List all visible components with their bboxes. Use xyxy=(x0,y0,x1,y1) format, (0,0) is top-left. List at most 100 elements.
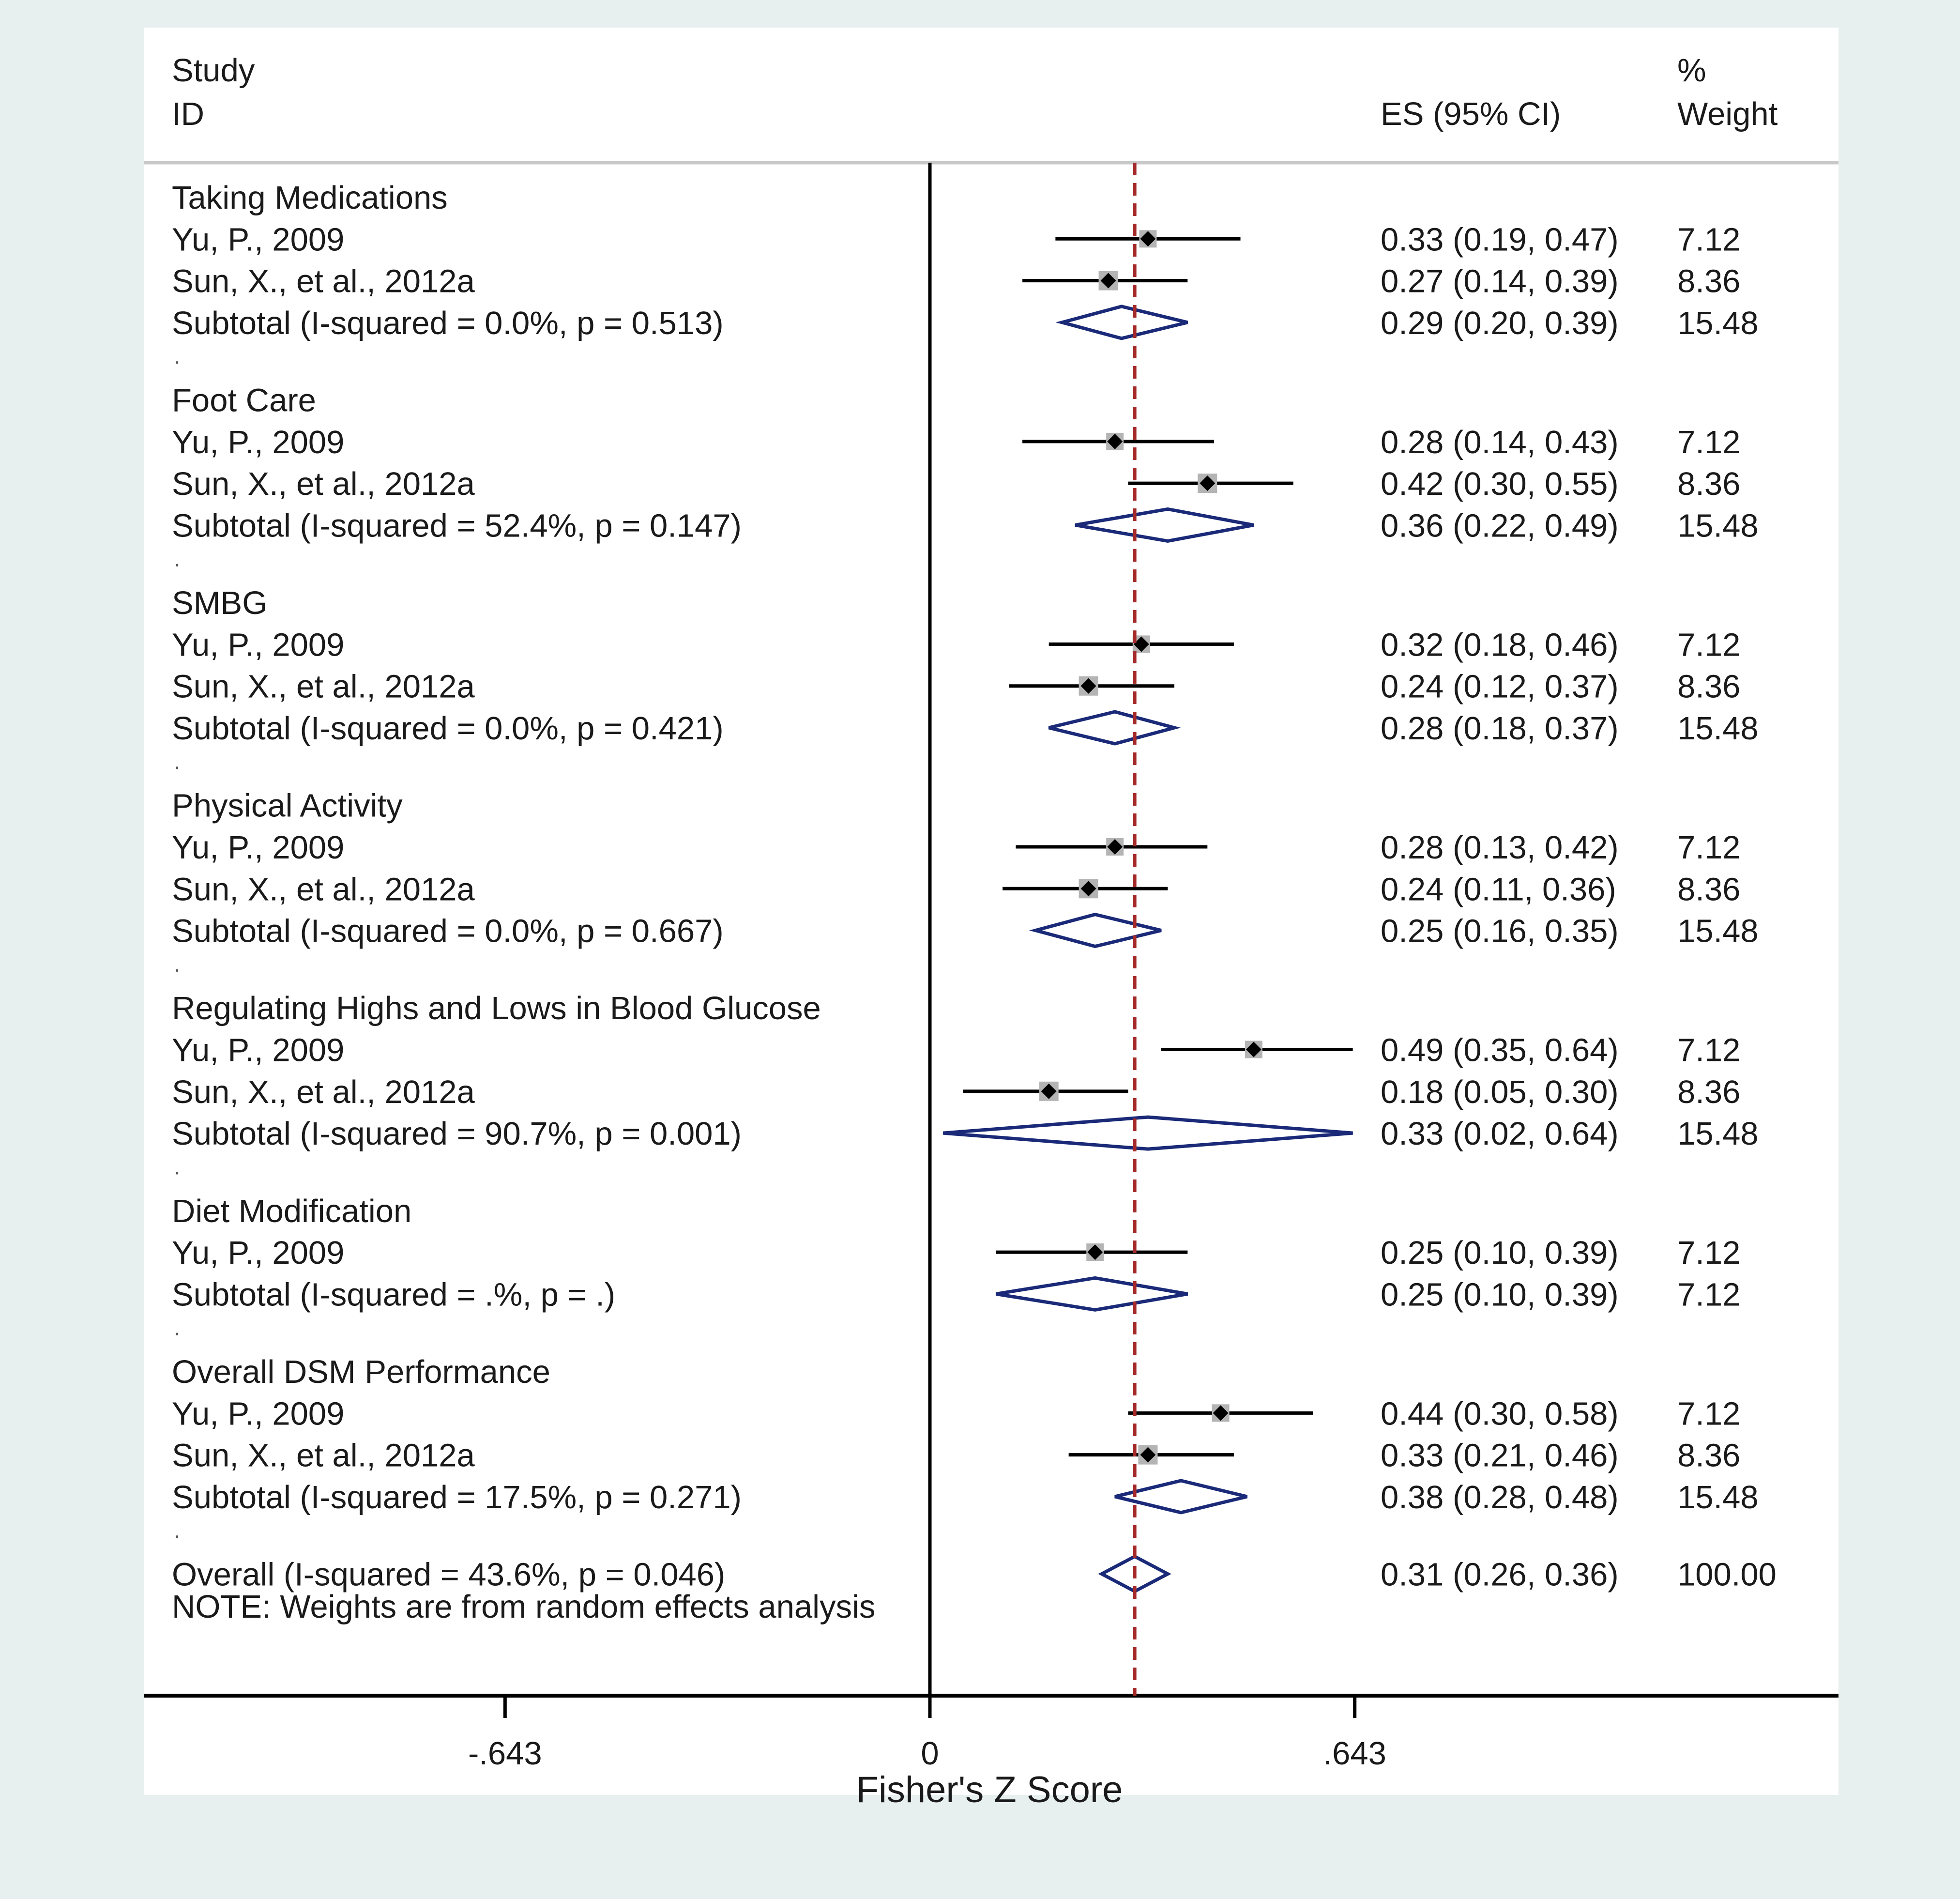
weight-value: 7.12 xyxy=(1677,424,1740,460)
effect-size-ci: 0.32 (0.18, 0.46) xyxy=(1381,627,1619,663)
study-label: Yu, P., 2009 xyxy=(172,627,344,663)
weight-value: 7.12 xyxy=(1677,627,1740,663)
weight-value: 7.12 xyxy=(1677,1032,1740,1069)
x-tick-label: -.643 xyxy=(468,1735,542,1772)
subtotal-diamond xyxy=(1075,507,1254,543)
subtotal-label: Subtotal (I-squared = 0.0%, p = 0.421) xyxy=(172,710,724,747)
weight-value: 7.12 xyxy=(1677,221,1740,258)
subtotal-diamond xyxy=(1055,305,1188,340)
header-weight: Weight xyxy=(1677,96,1778,132)
point-estimate xyxy=(1080,678,1096,694)
effect-size-ci: 0.27 (0.14, 0.39) xyxy=(1381,263,1619,300)
effect-size-ci: 0.18 (0.05, 0.30) xyxy=(1381,1074,1619,1110)
subtotal-diamond xyxy=(943,1115,1353,1151)
spacer-dot xyxy=(176,766,178,769)
subtotal-diamond xyxy=(995,1276,1188,1312)
subtotal-es-ci: 0.29 (0.20, 0.39) xyxy=(1381,305,1619,341)
study-label: Sun, X., et al., 2012a xyxy=(172,669,475,705)
point-estimate xyxy=(1107,433,1123,449)
subtotal-es-ci: 0.28 (0.18, 0.37) xyxy=(1381,710,1619,747)
weight-value: 7.12 xyxy=(1677,1395,1740,1432)
study-label: Yu, P., 2009 xyxy=(172,1032,344,1069)
weight-value: 7.12 xyxy=(1677,1235,1740,1271)
study-label: Yu, P., 2009 xyxy=(172,1395,344,1432)
point-estimate xyxy=(1133,636,1149,652)
subtotal-weight: 7.12 xyxy=(1677,1276,1740,1313)
group-label: Foot Care xyxy=(172,383,316,419)
spacer-dot xyxy=(176,1535,178,1538)
header-percent: % xyxy=(1677,52,1706,89)
x-tick-label: .643 xyxy=(1323,1735,1386,1772)
effect-size-ci: 0.42 (0.30, 0.55) xyxy=(1381,466,1619,502)
subtotal-label: Subtotal (I-squared = .%, p = .) xyxy=(172,1276,615,1313)
study-label: Yu, P., 2009 xyxy=(172,221,344,258)
subtotal-label: Subtotal (I-squared = 0.0%, p = 0.667) xyxy=(172,913,724,950)
subtotal-es-ci: 0.25 (0.10, 0.39) xyxy=(1381,1276,1619,1313)
subtotal-weight: 15.48 xyxy=(1677,1116,1759,1152)
x-axis-title: Fisher's Z Score xyxy=(856,1769,1123,1810)
subtotal-label: Subtotal (I-squared = 52.4%, p = 0.147) xyxy=(172,507,742,544)
weight-value: 8.36 xyxy=(1677,1438,1740,1474)
study-label: Sun, X., et al., 2012a xyxy=(172,1074,475,1110)
point-estimate xyxy=(1200,475,1216,491)
group-label: Overall DSM Performance xyxy=(172,1354,550,1390)
subtotal-es-ci: 0.36 (0.22, 0.49) xyxy=(1381,507,1619,544)
spacer-dot xyxy=(176,361,178,364)
spacer-dot xyxy=(176,969,178,972)
weight-value: 7.12 xyxy=(1677,829,1740,866)
effect-size-ci: 0.49 (0.35, 0.64) xyxy=(1381,1032,1619,1069)
group-label: SMBG xyxy=(172,585,267,621)
overall-weight: 100.00 xyxy=(1677,1557,1777,1593)
overall-es-ci: 0.31 (0.26, 0.36) xyxy=(1381,1557,1619,1593)
subtotal-label: Subtotal (I-squared = 0.0%, p = 0.513) xyxy=(172,305,724,341)
weight-value: 8.36 xyxy=(1677,1074,1740,1110)
weight-value: 8.36 xyxy=(1677,669,1740,705)
spacer-dot xyxy=(176,1332,178,1335)
study-label: Sun, X., et al., 2012a xyxy=(172,1438,475,1474)
subtotal-weight: 15.48 xyxy=(1677,1479,1759,1516)
group-label: Diet Modification xyxy=(172,1193,411,1229)
subtotal-diamond xyxy=(1029,912,1162,949)
subtotal-diamond xyxy=(1048,710,1181,746)
point-estimate xyxy=(1080,881,1096,897)
point-estimate xyxy=(1107,839,1123,855)
subtotal-es-ci: 0.33 (0.02, 0.64) xyxy=(1381,1116,1619,1152)
group-label: Physical Activity xyxy=(172,788,403,824)
subtotal-es-ci: 0.38 (0.28, 0.48) xyxy=(1381,1479,1619,1516)
forest-rows: Taking Medications Yu, P., 2009 0.33 (0.19… xyxy=(172,163,1777,1696)
point-estimate xyxy=(1041,1083,1057,1099)
group-label: Taking Medications xyxy=(172,180,448,216)
group-label: Regulating Highs and Lows in Blood Gluco… xyxy=(172,990,821,1026)
subtotal-weight: 15.48 xyxy=(1677,305,1759,341)
effect-size-ci: 0.24 (0.12, 0.37) xyxy=(1381,669,1619,705)
study-label: Yu, P., 2009 xyxy=(172,424,344,460)
effect-size-ci: 0.33 (0.19, 0.47) xyxy=(1381,221,1619,258)
study-label: Yu, P., 2009 xyxy=(172,1235,344,1271)
header-study: Study xyxy=(172,52,255,89)
point-estimate xyxy=(1087,1244,1103,1260)
subtotal-label: Subtotal (I-squared = 90.7%, p = 0.001) xyxy=(172,1116,742,1152)
study-label: Sun, X., et al., 2012a xyxy=(172,466,475,502)
spacer-dot xyxy=(176,564,178,567)
study-label: Yu, P., 2009 xyxy=(172,829,344,866)
study-label: Sun, X., et al., 2012a xyxy=(172,263,475,300)
header-id: ID xyxy=(172,96,204,132)
spacer-dot xyxy=(176,1172,178,1175)
subtotal-weight: 15.48 xyxy=(1677,913,1759,950)
subtotal-weight: 15.48 xyxy=(1677,710,1759,747)
point-estimate xyxy=(1246,1041,1261,1057)
weight-value: 8.36 xyxy=(1677,263,1740,300)
weight-value: 8.36 xyxy=(1677,466,1740,502)
subtotal-es-ci: 0.25 (0.16, 0.35) xyxy=(1381,913,1619,950)
header-es-ci: ES (95% CI) xyxy=(1381,96,1561,132)
note-text: NOTE: Weights are from random effects an… xyxy=(172,1589,875,1625)
subtotal-label: Subtotal (I-squared = 17.5%, p = 0.271) xyxy=(172,1479,742,1516)
effect-size-ci: 0.44 (0.30, 0.58) xyxy=(1381,1395,1619,1432)
subtotal-weight: 15.48 xyxy=(1677,507,1759,544)
effect-size-ci: 0.24 (0.11, 0.36) xyxy=(1381,871,1616,907)
point-estimate xyxy=(1140,1447,1156,1463)
x-tick-label: 0 xyxy=(921,1735,939,1772)
effect-size-ci: 0.33 (0.21, 0.46) xyxy=(1381,1438,1619,1474)
study-label: Sun, X., et al., 2012a xyxy=(172,871,475,907)
